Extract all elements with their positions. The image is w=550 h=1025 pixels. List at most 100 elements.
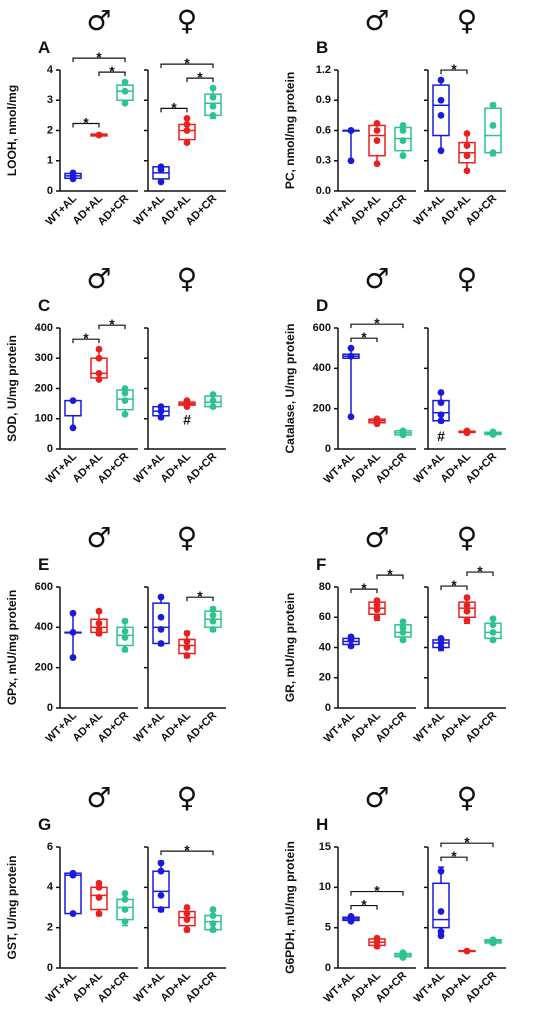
y-tick-label: 0.6: [316, 124, 331, 136]
data-point: [95, 910, 103, 917]
data-point: [463, 616, 471, 624]
data-point: [399, 127, 407, 134]
data-point: [183, 139, 191, 147]
y-tick-label: 60: [319, 611, 331, 623]
significance-bracket: [466, 571, 494, 577]
data-point: [373, 597, 381, 605]
box: [484, 107, 502, 154]
y-tick-label: 0: [325, 962, 331, 974]
data-point: [95, 879, 103, 887]
data-point: [209, 912, 217, 919]
sex-symbol: ♂: [364, 781, 389, 814]
data-point: [183, 115, 191, 122]
data-point: [399, 427, 407, 435]
y-tick-label: 4: [47, 64, 54, 76]
panel-letter: F: [316, 555, 326, 574]
y-tick-label: 200: [35, 662, 53, 674]
data-point: [157, 625, 165, 633]
significance-label: *: [361, 580, 367, 596]
data-point: [121, 617, 129, 625]
y-axis-label: GR, mU/mg protein: [283, 593, 297, 702]
data-point: [69, 654, 77, 661]
data-point: [437, 928, 445, 936]
data-point: [437, 147, 445, 155]
data-point: [209, 605, 217, 613]
data-point: [437, 399, 445, 407]
y-tick-label: 2: [47, 922, 53, 934]
data-point: [157, 640, 165, 647]
y-axis-label: GST, U/mg protein: [5, 855, 19, 959]
y-tick-label: 300: [35, 352, 53, 364]
significance-bracket: [440, 69, 468, 75]
data-point: [157, 163, 165, 171]
significance-bracket: [350, 588, 378, 594]
y-tick-label: 0: [47, 702, 53, 714]
data-point: [121, 634, 129, 641]
data-point: [209, 111, 217, 119]
data-point: [399, 624, 407, 632]
data-point: [69, 628, 77, 636]
sex-symbol: ♀: [177, 781, 198, 814]
data-point: [157, 178, 165, 186]
data-point: [489, 101, 497, 109]
data-point: [209, 926, 217, 934]
significance-bracket: [72, 57, 126, 63]
data-point: [399, 618, 407, 626]
y-tick-label: 200: [35, 382, 53, 394]
data-point: [209, 102, 217, 110]
significance-bracket: [350, 890, 404, 896]
significance-label: *: [451, 577, 457, 593]
panel-letter: G: [38, 815, 51, 834]
data-point: [373, 415, 381, 423]
significance-bracket: [98, 71, 126, 77]
y-tick-label: 0: [325, 702, 331, 714]
y-tick-label: 5: [325, 922, 331, 934]
data-point: [121, 646, 129, 653]
significance-bracket: [186, 596, 214, 602]
data-point: [209, 625, 217, 633]
significance-bracket: [440, 585, 468, 591]
data-point: [183, 638, 191, 645]
data-point: [347, 413, 355, 421]
data-point: [209, 617, 217, 625]
data-point: [121, 889, 129, 897]
significance-bracket: [440, 842, 494, 848]
data-point: [437, 389, 445, 396]
data-point: [157, 413, 165, 421]
y-tick-label: 0: [47, 185, 53, 197]
data-point: [209, 84, 217, 92]
sex-symbol: ♂: [86, 521, 111, 554]
data-point: [183, 910, 191, 917]
y-tick-label: 1.2: [316, 64, 331, 76]
panel-letter: E: [38, 555, 49, 574]
sex-symbol: ♂: [364, 4, 389, 37]
data-point: [95, 607, 103, 615]
sex-symbol: ♂: [86, 781, 111, 814]
data-point: [347, 344, 355, 352]
significance-label: *: [374, 315, 380, 331]
y-tick-label: 2: [47, 124, 53, 136]
sex-symbol: ♀: [457, 262, 478, 295]
data-point: [489, 936, 497, 944]
data-point: [121, 78, 129, 86]
significance-label: *: [184, 842, 190, 858]
panel-letter: C: [38, 296, 50, 315]
sex-symbol: ♂: [86, 4, 111, 37]
data-point: [157, 859, 165, 867]
data-point: [157, 403, 165, 411]
data-point: [399, 122, 407, 129]
y-axis-label: LOOH, nmol/mg: [5, 85, 19, 176]
significance-label: *: [83, 330, 89, 346]
panel-letter: D: [316, 296, 328, 315]
box: [64, 872, 82, 915]
data-point: [157, 906, 165, 913]
significance-bracket: [376, 574, 404, 580]
data-point: [209, 611, 217, 619]
significance-label: *: [464, 834, 470, 850]
y-tick-label: 400: [313, 362, 331, 374]
significance-label: *: [387, 566, 393, 582]
data-point: [373, 127, 381, 134]
data-point: [437, 411, 445, 419]
data-point: [157, 613, 165, 621]
